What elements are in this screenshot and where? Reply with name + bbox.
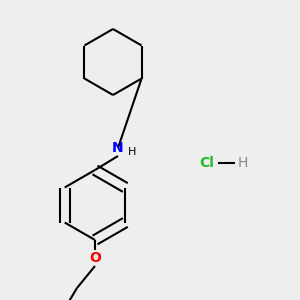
Text: O: O [89, 251, 101, 265]
Text: Cl: Cl [200, 156, 214, 170]
Text: N: N [112, 141, 124, 155]
Text: H: H [238, 156, 248, 170]
Text: H: H [128, 147, 136, 157]
